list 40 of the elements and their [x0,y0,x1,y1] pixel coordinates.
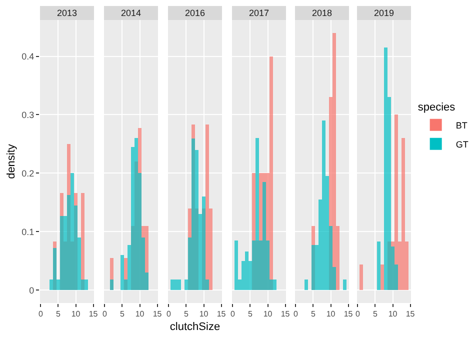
x-tick-label: 15 [406,310,416,319]
x-tick-label: 0 [166,310,172,319]
x-tick-label: 10 [198,310,208,319]
x-tick-label: 10 [71,310,81,319]
chart-title: 2017 [248,8,269,18]
x-tick-label: 15 [216,310,226,319]
y-tick-label: 0.1 [22,226,34,237]
x-tick-label: 15 [344,310,354,319]
chart-title: 2014 [120,8,141,18]
chart-title: 2018 [312,8,332,18]
x-tick-label: 15 [152,310,162,319]
x-tick-label: 5 [248,310,253,319]
y-axis-title: density [5,144,18,179]
legend-title: species [418,101,456,114]
x-tick-label: 0 [38,310,44,319]
x-tick-label: 10 [388,310,398,319]
legend-label: BT [456,120,468,130]
legend-label: GT [456,139,469,150]
y-tick-label: 0 [29,285,34,296]
y-tick-label: 0.2 [22,168,34,178]
y-tick-label: 0.4 [22,51,34,62]
chart-title: 2016 [184,8,205,18]
x-tick-label: 0 [102,310,108,319]
chart-title: 2013 [57,8,78,18]
x-tick-label: 10 [262,310,272,319]
x-tick-label: 5 [56,310,62,319]
x-tick-label: 5 [373,310,378,319]
x-tick-label: 15 [280,310,290,319]
x-tick-label: 10 [326,310,336,319]
x-tick-label: 10 [135,310,145,319]
chart-title: 2019 [374,8,394,18]
y-tick-label: 0.3 [22,110,34,120]
x-tick-label: 0 [230,310,235,319]
x-tick-label: 0 [356,310,361,319]
x-tick-label: 5 [120,310,125,319]
x-tick-label: 15 [88,310,98,319]
x-tick-label: 0 [294,310,299,319]
x-axis-title: clutchSize [170,320,220,333]
x-tick-label: 5 [311,310,316,319]
x-tick-label: 5 [184,310,189,319]
